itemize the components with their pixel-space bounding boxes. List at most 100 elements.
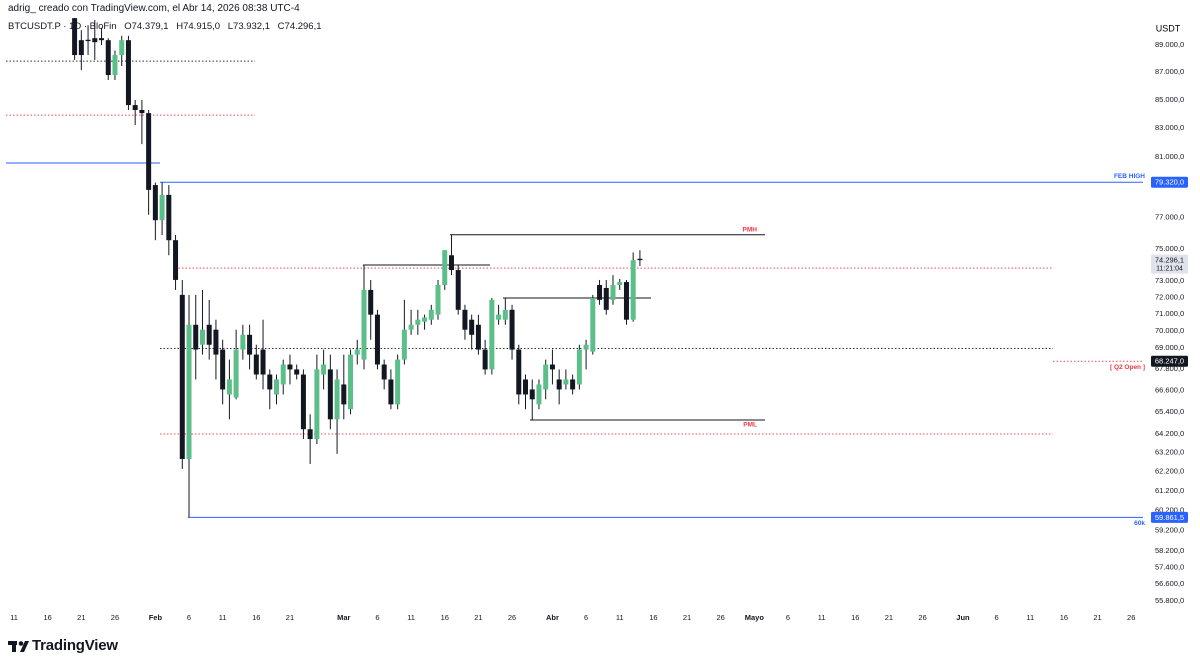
candle-body	[583, 344, 589, 350]
x-tick-label: 21	[683, 613, 691, 622]
candle-body	[307, 429, 313, 440]
candle-body	[119, 40, 125, 56]
level-label: PML	[743, 422, 757, 429]
x-tick-label: 16	[1060, 613, 1068, 622]
y-tick-label: 87.000,0	[1155, 67, 1184, 76]
last-price-box	[1151, 254, 1188, 274]
candle-body	[475, 324, 481, 350]
candle-body	[146, 113, 152, 190]
x-tick-label: 21	[1093, 613, 1101, 622]
y-tick-label: 81.000,0	[1155, 152, 1184, 161]
candle-body	[206, 324, 212, 345]
x-tick-label: Feb	[149, 613, 163, 622]
price-label: 68.247,0	[1155, 357, 1184, 366]
candle-body	[327, 369, 333, 420]
x-tick-label: 11	[10, 613, 18, 622]
x-tick-label: 11	[818, 613, 826, 622]
candle-body	[253, 354, 259, 375]
candle-body	[435, 285, 441, 315]
candle-body	[274, 379, 279, 395]
x-tick-label: 11	[616, 613, 624, 622]
candle-body	[469, 319, 475, 335]
y-tick-label: 67.800,0	[1155, 364, 1184, 373]
y-tick-label: 66.600,0	[1155, 385, 1184, 394]
candle-body	[247, 334, 253, 355]
y-tick-label: 61.200,0	[1155, 486, 1184, 495]
x-tick-label: 6	[584, 613, 588, 622]
y-tick-label: 77.000,0	[1155, 213, 1184, 222]
level-label: 60k	[1134, 520, 1145, 527]
x-tick-label: 16	[649, 613, 657, 622]
candle-body	[78, 40, 84, 56]
candle-body	[496, 314, 502, 320]
x-tick-label: 26	[717, 613, 725, 622]
x-tick-label: 16	[44, 613, 52, 622]
candle-body	[193, 324, 199, 350]
candle-body	[388, 379, 394, 405]
candle-body	[529, 389, 535, 400]
x-tick-label: 26	[508, 613, 516, 622]
candle-body	[166, 194, 172, 241]
ohlc-prefix: C	[277, 21, 285, 32]
brand-logo	[8, 641, 29, 652]
candle-body	[603, 287, 609, 310]
y-tick-label: 62.200,0	[1155, 467, 1184, 476]
candle-body	[240, 334, 246, 350]
candle-body	[442, 250, 448, 286]
candle-body	[348, 354, 354, 410]
price-label-box	[1151, 176, 1188, 188]
candle-body	[630, 260, 636, 320]
candle-body	[186, 324, 192, 459]
x-tick-label: 21	[286, 613, 294, 622]
last-price-label: 74.296,1	[1155, 256, 1184, 265]
x-tick-label: Mar	[337, 613, 350, 622]
brand: TradingView	[32, 637, 118, 654]
symbol-header: BTCUSDT.P · 1D · BloFin O74.379,1 H74.91…	[8, 21, 322, 32]
plot-area	[6, 18, 1143, 518]
candle-body	[536, 384, 542, 405]
y-tick-label: 59.200,0	[1155, 526, 1184, 535]
candle-body	[556, 379, 562, 390]
candle-body	[354, 349, 360, 355]
candle-body	[321, 364, 327, 375]
candle-body	[610, 285, 616, 300]
x-tick-label: 16	[441, 613, 449, 622]
candle-body	[233, 349, 239, 398]
candle-body	[448, 255, 454, 271]
x-tick-label: 21	[474, 613, 482, 622]
candle-body	[99, 38, 105, 41]
x-tick-label: 26	[1127, 613, 1135, 622]
candle-body	[516, 349, 522, 395]
ohlc-value: 74.296,1	[284, 21, 322, 32]
candle-body	[623, 282, 629, 320]
candle-body	[314, 369, 320, 440]
x-tick-label: Mayo	[745, 613, 765, 622]
y-tick-label: 83.000,0	[1155, 123, 1184, 132]
candle-body	[267, 374, 273, 390]
y-tick-label: 89.000,0	[1155, 40, 1184, 49]
candle-body	[213, 329, 219, 355]
candle-body	[159, 194, 165, 221]
x-tick-label: 21	[885, 613, 893, 622]
candle-body	[112, 55, 118, 76]
candle-body	[462, 309, 468, 330]
candle-body	[576, 349, 582, 385]
candle-body	[280, 364, 286, 385]
price-label-box	[1151, 511, 1188, 523]
candle-body	[590, 298, 596, 352]
y-tick-label: 55.800,0	[1155, 596, 1184, 605]
candle-body	[179, 294, 185, 459]
candle-body	[294, 369, 300, 375]
candle-body	[173, 240, 179, 280]
y-tick-label: 71.000,0	[1155, 309, 1184, 318]
y-tick-label: 63.200,0	[1155, 448, 1184, 457]
candle-body	[395, 359, 401, 405]
y-tick-label: 64.200,0	[1155, 429, 1184, 438]
axes: 89.000,0 87.000,0 85.000,0 83.000,0 81.000,0…	[10, 23, 1188, 622]
candle-body	[543, 364, 549, 390]
candle-body	[368, 289, 374, 315]
currency-label: USDT	[1156, 23, 1181, 33]
y-tick-label: 57.400,0	[1155, 562, 1184, 571]
